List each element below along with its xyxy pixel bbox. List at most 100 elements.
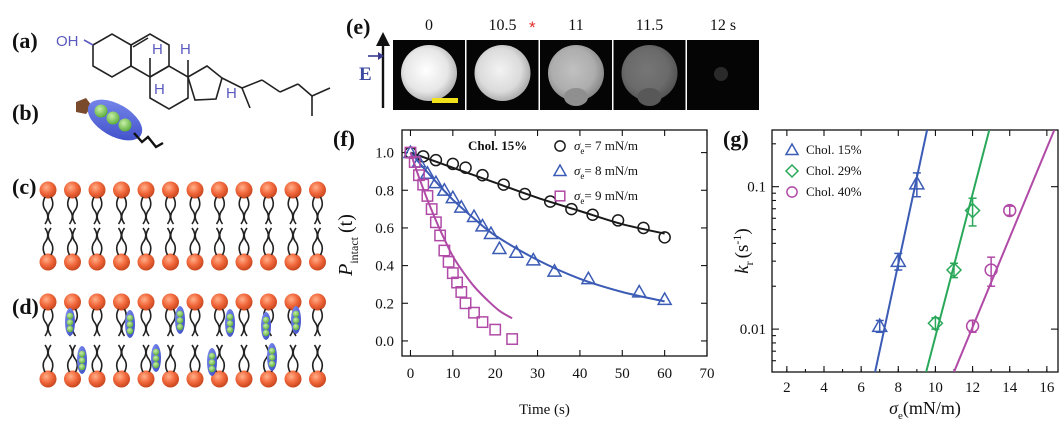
cholesterol-upper bbox=[125, 310, 135, 338]
vesicle-body bbox=[548, 45, 604, 101]
hydroxyl-label: OH bbox=[56, 33, 79, 50]
x-tick-label: 16 bbox=[1039, 380, 1055, 396]
data-point bbox=[429, 216, 442, 229]
data-point bbox=[964, 202, 981, 219]
lipid-lower bbox=[283, 344, 303, 389]
data-point bbox=[508, 244, 525, 259]
h-label: H bbox=[154, 81, 165, 98]
y-tick-label: 0.8 bbox=[375, 183, 394, 199]
x-tick-label: 70 bbox=[700, 366, 715, 382]
data-point bbox=[518, 187, 532, 201]
data-point bbox=[474, 218, 491, 232]
data-point bbox=[404, 146, 417, 159]
x-axis-label: Time (s) bbox=[519, 402, 570, 418]
series bbox=[871, 130, 929, 372]
lipid-lower bbox=[234, 344, 254, 389]
series bbox=[402, 144, 673, 306]
h-label: H bbox=[226, 85, 237, 102]
data-point bbox=[543, 195, 557, 208]
vesicle-bulge bbox=[564, 88, 588, 106]
lipid-lower bbox=[161, 344, 180, 389]
data-point bbox=[489, 323, 502, 336]
frame-time-label: 11.5 bbox=[636, 17, 663, 34]
y-tick-label: 0.01 bbox=[740, 322, 766, 338]
lipid-upper bbox=[210, 180, 229, 225]
y-tick-label: 0.6 bbox=[375, 221, 394, 237]
frame-time-label: 0 bbox=[425, 17, 433, 34]
lipid-lower bbox=[234, 227, 254, 272]
cholesterol-lower bbox=[207, 348, 217, 376]
data-point bbox=[429, 153, 443, 167]
lipid-lower bbox=[38, 344, 58, 389]
series bbox=[925, 130, 991, 372]
data-point bbox=[611, 214, 625, 227]
vesicle-body bbox=[621, 45, 678, 101]
cholesterol-cartoon bbox=[76, 98, 164, 149]
data-point bbox=[466, 208, 482, 223]
field-label: E bbox=[359, 64, 372, 85]
lipid-upper bbox=[136, 180, 156, 225]
cholesterol-structure bbox=[83, 33, 331, 116]
x-tick-label: 4 bbox=[820, 380, 828, 396]
lipid-bilayer-with-cholesterol bbox=[38, 292, 327, 389]
panel-d: (d) bbox=[12, 292, 327, 389]
x-tick-label: 20 bbox=[488, 366, 503, 382]
lipid-lower bbox=[185, 344, 205, 389]
lipid-upper bbox=[185, 292, 205, 337]
data-point bbox=[468, 306, 480, 319]
data-point bbox=[984, 263, 998, 277]
lipid-upper bbox=[185, 180, 205, 225]
x-tick-label: 6 bbox=[857, 380, 865, 396]
cholesterol-upper bbox=[65, 308, 75, 336]
data-point bbox=[945, 261, 963, 279]
data-point bbox=[428, 174, 444, 189]
legend-label: σe= 8 mN/m bbox=[574, 163, 638, 181]
data-point bbox=[476, 316, 489, 329]
panel-g: (g) 2 4 6 8 10 12 14 16 0.01 0.1 σe(mN/m) kr(s-1) Ch… bbox=[723, 126, 1059, 422]
data-point bbox=[580, 270, 597, 285]
legend-label: σe= 7 mN/m bbox=[574, 138, 638, 156]
data-point bbox=[631, 283, 648, 298]
cholesterol-lower bbox=[151, 344, 161, 372]
y-tick-label: 0.0 bbox=[375, 334, 394, 350]
lipid-upper bbox=[210, 292, 229, 337]
legend-marker bbox=[554, 190, 566, 202]
legend-label: Chol. 15% bbox=[806, 142, 862, 157]
x-axis-label: σe(mN/m) bbox=[889, 398, 961, 422]
plot-frame bbox=[771, 129, 1059, 373]
lipid-upper bbox=[136, 292, 156, 337]
lipid-bilayer bbox=[38, 180, 327, 272]
legend-marker bbox=[786, 186, 798, 198]
x-tick-label: 2 bbox=[783, 380, 791, 396]
y-axis-label: Pintact(t) bbox=[335, 214, 361, 277]
panel-e: (e) E 0 10.5 11 11.5 12 s * bbox=[346, 14, 759, 110]
data-point bbox=[658, 231, 671, 244]
panel-f: (f) 0 10 20 30 40 50 60 70 0.0 0.2 0.4 0.6 0.8 1.0 Tim… bbox=[333, 126, 715, 418]
data-point bbox=[965, 319, 980, 333]
legend-label: σe= 9 mN/m bbox=[574, 188, 638, 206]
data-point bbox=[446, 157, 460, 171]
chart-f: 0 10 20 30 40 50 60 70 0.0 0.2 0.4 0.6 0.8 1.0 Time (s… bbox=[335, 129, 715, 418]
data-point bbox=[436, 182, 453, 196]
frame-time-label: 12 s bbox=[710, 17, 736, 34]
chart-g: 2 4 6 8 10 12 14 16 0.01 0.1 σe(mN/m) kr(s-1) Chol. … bbox=[730, 129, 1059, 422]
lipid-lower bbox=[283, 227, 303, 272]
data-point bbox=[446, 267, 459, 280]
data-point bbox=[586, 208, 599, 222]
data-point bbox=[656, 291, 673, 306]
data-point bbox=[451, 276, 464, 289]
data-point bbox=[412, 169, 425, 182]
panel-a: (a) OH H H H H bbox=[12, 28, 331, 116]
vesicle bbox=[548, 45, 604, 106]
vesicle bbox=[401, 45, 457, 101]
y-tick-label: 1.0 bbox=[375, 146, 394, 162]
lipid-upper bbox=[38, 180, 58, 225]
panel-label-c: (c) bbox=[12, 174, 36, 199]
data-point bbox=[476, 168, 489, 182]
frame-time-label: 10.5 bbox=[489, 17, 517, 34]
x-tick-label: 10 bbox=[928, 380, 943, 396]
data-point bbox=[1003, 203, 1017, 218]
lipid-upper bbox=[87, 292, 107, 337]
data-point bbox=[565, 202, 578, 216]
